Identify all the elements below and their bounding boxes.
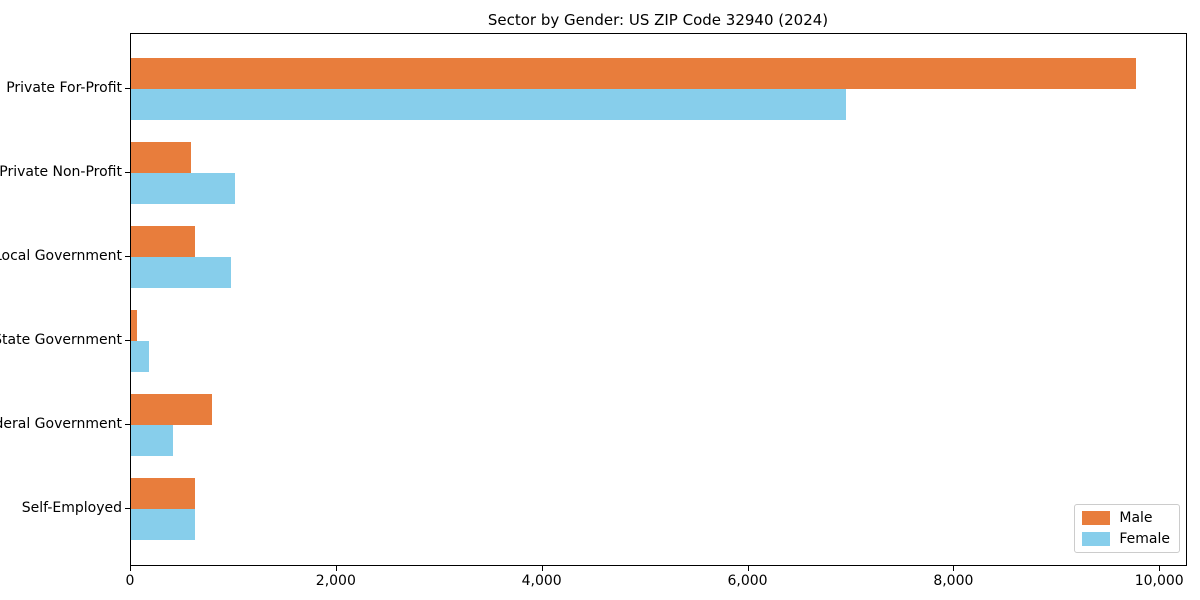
y-tick-mark (125, 256, 130, 257)
y-tick-mark (125, 508, 130, 509)
chart-title: Sector by Gender: US ZIP Code 32940 (202… (487, 11, 829, 29)
bar-female-self-employed (131, 509, 196, 540)
chart-legend: Male Female (1074, 504, 1180, 553)
bar-female-federal-government (131, 425, 174, 456)
x-tick-label-8000: 8,000 (933, 573, 974, 589)
legend-entry-male: Male (1082, 510, 1170, 526)
bar-male-private-non-profit (131, 142, 191, 173)
bar-female-private-for-profit (131, 89, 846, 120)
legend-swatch-female (1082, 532, 1111, 546)
x-tick-label-10000: 10,000 (1134, 573, 1184, 589)
y-tick-label-private-for-profit: Private For-Profit (6, 80, 122, 96)
x-tick-label-2000: 2,000 (315, 573, 356, 589)
x-tick-mark (541, 566, 543, 571)
plot-area: Male Female (130, 33, 1187, 566)
y-tick-label-private-non-profit: Private Non-Profit (0, 164, 122, 180)
legend-entry-female: Female (1082, 531, 1170, 547)
x-tick-mark (953, 566, 955, 571)
x-tick-label-0: 0 (125, 573, 135, 589)
y-tick-label-self-employed: Self-Employed (21, 500, 122, 516)
bar-male-state-government (131, 310, 138, 341)
y-tick-mark (125, 88, 130, 89)
bar-male-local-government (131, 226, 195, 257)
bar-male-self-employed (131, 478, 195, 509)
x-tick-mark (335, 566, 337, 571)
bar-female-state-government (131, 341, 150, 372)
x-tick-label-4000: 4,000 (521, 573, 562, 589)
y-tick-mark (125, 172, 130, 173)
y-tick-mark (125, 424, 130, 425)
x-tick-mark (747, 566, 749, 571)
legend-label-male: Male (1119, 510, 1153, 526)
bar-male-private-for-profit (131, 58, 1136, 89)
legend-label-female: Female (1119, 531, 1170, 547)
x-tick-mark (130, 566, 131, 571)
bar-male-federal-government (131, 394, 212, 425)
x-tick-mark (1159, 566, 1161, 571)
x-tick-label-6000: 6,000 (727, 573, 768, 589)
y-tick-label-local-government: Local Government (0, 248, 122, 264)
bar-female-private-non-profit (131, 173, 235, 204)
bar-female-local-government (131, 257, 232, 288)
legend-swatch-male (1082, 511, 1111, 525)
y-tick-mark (125, 340, 130, 341)
y-tick-label-federal-government: Federal Government (0, 416, 122, 432)
y-tick-label-state-government: State Government (0, 332, 122, 348)
